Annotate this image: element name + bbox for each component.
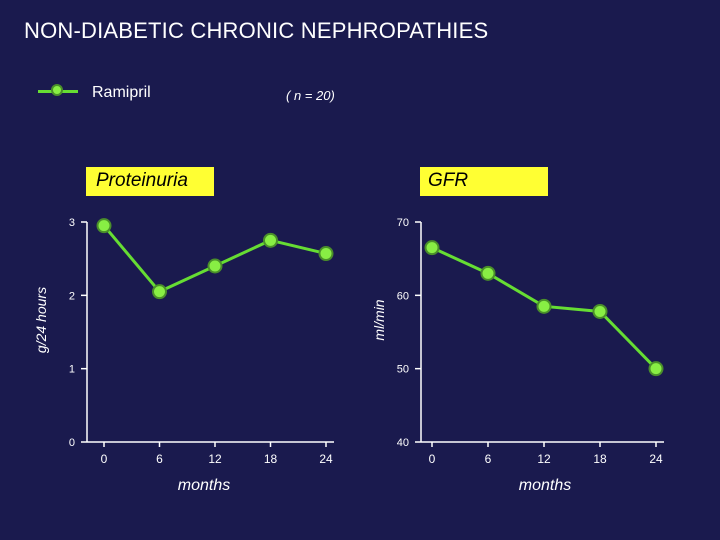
legend-label: Ramipril bbox=[92, 84, 151, 101]
page-title: NON-DIABETIC CHRONIC NEPHROPATHIES bbox=[24, 18, 489, 43]
proteinuria-y-tick-label: 3 bbox=[69, 217, 75, 229]
gfr-data-point bbox=[536, 298, 552, 314]
proteinuria-y-tick-label: 1 bbox=[69, 364, 75, 376]
proteinuria-data-point bbox=[96, 218, 112, 234]
proteinuria-y-tick-label: 2 bbox=[69, 290, 75, 302]
gfr-y-tick-label: 50 bbox=[397, 364, 409, 376]
proteinuria-y-tick-label: 0 bbox=[69, 437, 75, 449]
gfr-y-tick-label: 70 bbox=[397, 217, 409, 229]
proteinuria-data-point bbox=[152, 284, 167, 300]
proteinuria-data-point bbox=[318, 246, 334, 262]
proteinuria-x-tick-label: 0 bbox=[101, 452, 108, 466]
gfr-x-axis-label: months bbox=[519, 477, 571, 494]
gfr-x-tick-label: 6 bbox=[485, 452, 492, 466]
gfr-x-tick-label: 24 bbox=[649, 452, 663, 466]
legend-marker-icon bbox=[51, 84, 63, 96]
gfr-x-tick-label: 12 bbox=[537, 452, 551, 466]
gfr-data-point bbox=[424, 240, 440, 256]
gfr-x-tick-label: 18 bbox=[593, 452, 607, 466]
proteinuria-x-axis-label: months bbox=[178, 477, 230, 494]
proteinuria-x-tick-label: 12 bbox=[208, 452, 222, 466]
gfr-x-tick-label: 0 bbox=[429, 452, 436, 466]
proteinuria-x-tick-label: 18 bbox=[264, 452, 278, 466]
gfr-y-tick-label: 60 bbox=[397, 290, 409, 302]
proteinuria-data-point bbox=[207, 258, 223, 274]
gfr-data-point bbox=[648, 361, 664, 377]
proteinuria-data-point bbox=[263, 232, 278, 248]
gfr-y-tick-label: 40 bbox=[397, 437, 409, 449]
gfr-data-point bbox=[480, 265, 496, 281]
proteinuria-x-tick-label: 24 bbox=[319, 452, 333, 466]
proteinuria-panel-label: Proteinuria bbox=[86, 167, 214, 196]
gfr-panel-label: GFR bbox=[420, 167, 548, 196]
sample-size-label: ( n = 20) bbox=[286, 88, 335, 103]
gfr-data-point bbox=[592, 303, 608, 319]
proteinuria-x-tick-label: 6 bbox=[156, 452, 163, 466]
